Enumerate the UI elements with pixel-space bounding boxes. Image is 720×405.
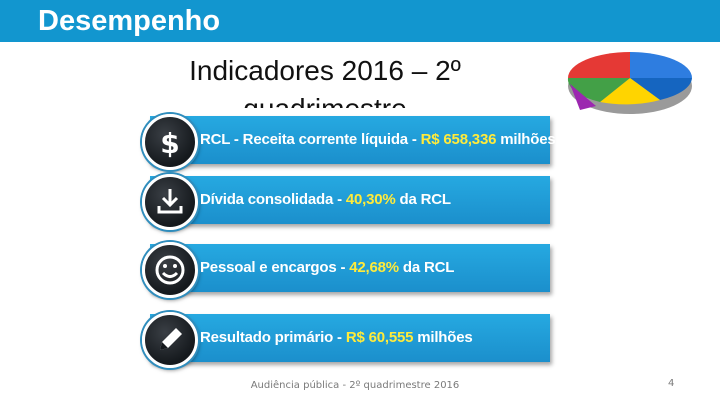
indicator-row-pessoal: Pessoal e encargos - 42,68% da RCL [142, 242, 550, 298]
pie-chart-icon [567, 52, 692, 114]
header-bar: Desempenho [0, 0, 720, 42]
indicator-value: 40,30% [345, 191, 396, 208]
indicator-row-divida: Dívida consolidada - 40,30% da RCL [142, 174, 550, 230]
pencil-icon [142, 312, 198, 368]
indicator-text: Pessoal e encargos - 42,68% da RCL [200, 259, 455, 276]
dollar-icon: $ [142, 114, 198, 170]
slide-title: Desempenho [38, 5, 221, 37]
indicator-row-rcl: $ RCL - Receita corrente líquida - R$ 65… [142, 114, 556, 170]
svg-text:$: $ [160, 127, 179, 160]
smiley-icon [142, 242, 198, 298]
footer-text: Audiência pública - 2º quadrimestre 2016 [250, 380, 460, 391]
indicator-row-resultado: Resultado primário - R$ 60,555 milhões [142, 312, 550, 368]
indicator-text: Dívida consolidada - 40,30% da RCL [200, 191, 451, 208]
download-icon [142, 174, 198, 230]
page-number: 4 [668, 378, 675, 389]
indicator-value: R$ 658,336 [420, 131, 497, 148]
indicator-text: RCL - Receita corrente líquida - R$ 658,… [200, 131, 556, 148]
indicator-value: R$ 60,555 [345, 329, 414, 346]
indicator-text: Resultado primário - R$ 60,555 milhões [200, 329, 473, 346]
slide-subtitle: Indicadores 2016 – 2º quadrimestre [189, 55, 461, 108]
indicator-value: 42,68% [349, 259, 399, 276]
